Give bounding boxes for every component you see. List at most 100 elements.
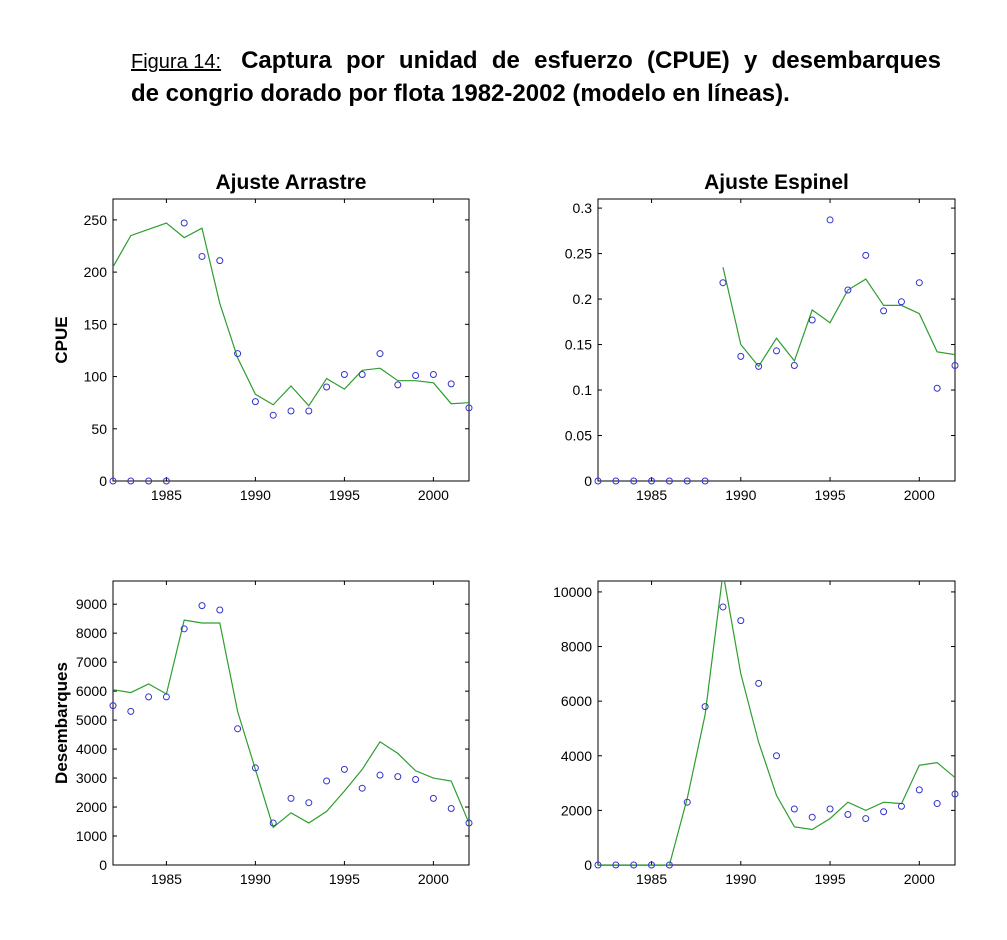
observed-point (808, 316, 816, 324)
observed-point (897, 802, 905, 810)
observed-point (648, 477, 656, 485)
plot-frame (112, 580, 470, 866)
observed-point (127, 477, 135, 485)
observed-point (826, 805, 834, 813)
observed-point (701, 477, 709, 485)
y-tick-label: 0 (99, 857, 107, 873)
y-tick-label: 250 (84, 212, 108, 228)
observed-point (376, 350, 384, 358)
observed-point (340, 765, 348, 773)
y-tick-label: 0.15 (565, 337, 592, 353)
observed-point (234, 725, 242, 733)
observed-point (951, 361, 959, 369)
observed-point (790, 361, 798, 369)
observed-point (305, 407, 313, 415)
y-tick-label: 8000 (561, 639, 592, 655)
x-tick-label: 1995 (329, 487, 360, 503)
plot-frame (597, 198, 956, 482)
y-tick-label: 6000 (76, 683, 107, 699)
observed-point (594, 861, 602, 869)
observed-point (323, 777, 331, 785)
y-tick-label: 4000 (561, 748, 592, 764)
y-tick-label: 2000 (76, 799, 107, 815)
observed-point (180, 625, 188, 633)
caption-line-1: Figura 14: Captura por unidad de esfuerz… (131, 46, 941, 77)
x-tick-label: 1995 (814, 487, 845, 503)
chart-cpue-espinel: Ajuste Espinel 1985 1990 1995 2000 0 0.05 0.1 0.… (565, 171, 959, 503)
model-line (598, 581, 955, 865)
observed-point (447, 804, 455, 812)
observed-point (665, 477, 673, 485)
x-tick-label: 1995 (329, 871, 360, 887)
y-tick-label: 3000 (76, 770, 107, 786)
observed-point (251, 398, 259, 406)
y-tick-label: 1000 (76, 828, 107, 844)
x-tick-label: 1990 (725, 487, 756, 503)
chart-title: Ajuste Espinel (704, 171, 849, 194)
observed-point (737, 617, 745, 625)
figure-caption: Figura 14: Captura por unidad de esfuerz… (131, 46, 941, 109)
observed-point (465, 404, 473, 412)
observed-point (862, 815, 870, 823)
observed-point (683, 798, 691, 806)
observed-point (269, 411, 277, 419)
x-tick-label: 2000 (418, 871, 449, 887)
y-tick-label: 9000 (76, 596, 107, 612)
observed-point (844, 810, 852, 818)
observed-point (594, 477, 602, 485)
observed-point (915, 279, 923, 287)
x-tick-label: 1990 (725, 871, 756, 887)
y-tick-label: 0.1 (573, 382, 593, 398)
observed-point (465, 819, 473, 827)
observed-point (109, 702, 117, 710)
observed-point (305, 799, 313, 807)
observed-point (826, 216, 834, 224)
observed-point (287, 407, 295, 415)
observed-point (880, 808, 888, 816)
observed-point (180, 219, 188, 227)
observed-point (755, 679, 763, 687)
x-tick-label: 1985 (636, 487, 667, 503)
observed-point (287, 794, 295, 802)
figure-label: Figura 14: (131, 51, 222, 73)
x-tick-label: 1985 (636, 871, 667, 887)
observed-point (880, 307, 888, 315)
observed-point (773, 752, 780, 760)
model-line (722, 267, 955, 368)
y-tick-label: 50 (91, 421, 107, 437)
y-tick-label: 0 (584, 473, 592, 489)
observed-point (376, 771, 384, 779)
observed-point (719, 279, 727, 287)
observed-point (429, 794, 437, 802)
figure-title-line-1: Captura por unidad de esfuerzo (CPUE) y … (241, 47, 941, 74)
y-tick-label: 7000 (76, 654, 107, 670)
observed-point (862, 251, 870, 259)
observed-point (358, 370, 366, 378)
model-line (113, 619, 469, 829)
observed-point (216, 606, 224, 614)
observed-point (755, 362, 763, 370)
observed-point (216, 257, 224, 265)
model-line (113, 222, 469, 407)
observed-point (612, 861, 620, 869)
x-tick-label: 1990 (240, 871, 271, 887)
y-tick-label: 5000 (76, 712, 107, 728)
observed-point (145, 477, 153, 485)
observed-point (630, 477, 638, 485)
observed-point (933, 384, 941, 392)
y-tick-label: 200 (84, 264, 108, 280)
x-tick-label: 2000 (904, 487, 935, 503)
observed-point (162, 477, 170, 485)
observed-point (665, 861, 673, 869)
observed-point (612, 477, 620, 485)
y-tick-label: 100 (84, 369, 108, 385)
observed-point (719, 603, 727, 611)
observed-point (683, 477, 691, 485)
observed-point (897, 298, 905, 306)
observed-point (630, 861, 638, 869)
observed-point (145, 693, 153, 701)
y-tick-label: 0.3 (573, 200, 593, 216)
x-tick-label: 1985 (151, 871, 182, 887)
y-axis-label: CPUE (52, 316, 71, 363)
observed-point (234, 350, 242, 358)
